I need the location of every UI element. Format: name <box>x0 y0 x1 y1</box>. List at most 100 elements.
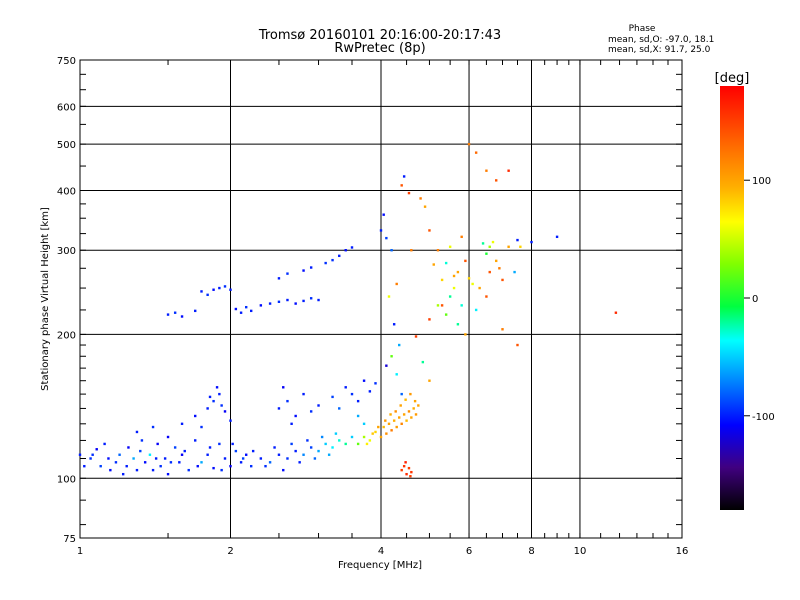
data-point <box>392 323 396 326</box>
data-point <box>231 442 234 446</box>
data-point <box>309 266 313 269</box>
x-tick-label: 10 <box>574 546 587 557</box>
y-axis-ticks: 75 100 200 300 400 500 600 750 <box>57 56 682 545</box>
data-point <box>215 386 219 389</box>
data-point <box>200 461 203 464</box>
data-point <box>402 464 406 468</box>
data-point <box>91 453 94 456</box>
data-point <box>229 419 232 422</box>
data-point <box>338 407 341 410</box>
data-point <box>313 457 317 460</box>
data-point <box>114 461 118 464</box>
data-point <box>362 379 366 382</box>
data-point <box>398 343 401 347</box>
colorbar-label: [deg] <box>715 71 750 86</box>
data-point <box>309 297 313 300</box>
colorbar-gradient <box>720 86 744 510</box>
data-point <box>404 461 407 464</box>
y-tick-label: 75 <box>63 534 76 545</box>
data-point <box>286 298 289 302</box>
data-point <box>302 269 305 272</box>
data-point <box>302 392 305 396</box>
data-point <box>208 446 212 449</box>
data-point <box>166 472 170 476</box>
data-point <box>392 419 396 422</box>
data-point <box>495 259 498 263</box>
data-point <box>440 278 444 282</box>
data-point <box>294 302 297 305</box>
colorbar-tick-label: 100 <box>752 176 771 187</box>
data-point <box>398 416 401 419</box>
data-point <box>414 413 418 416</box>
data-point <box>166 313 170 316</box>
scatter-points <box>78 142 618 478</box>
data-point <box>95 448 98 451</box>
data-point <box>382 425 385 429</box>
data-point <box>282 468 285 472</box>
data-point <box>362 422 366 426</box>
data-point <box>428 379 431 382</box>
data-point <box>200 425 203 429</box>
data-point <box>402 413 406 416</box>
data-point <box>485 169 488 172</box>
data-point <box>294 414 297 418</box>
data-point <box>302 299 305 303</box>
data-point <box>196 464 199 468</box>
data-point <box>395 282 398 286</box>
colorbar-tick-label: -100 <box>752 412 775 423</box>
data-point <box>344 442 347 446</box>
data-point <box>488 245 491 248</box>
data-point <box>374 430 377 434</box>
data-point <box>220 468 223 472</box>
data-point <box>268 461 272 464</box>
data-point <box>234 449 238 453</box>
data-point <box>169 461 173 464</box>
data-point <box>338 439 341 442</box>
data-point <box>245 453 248 456</box>
data-point <box>460 235 463 239</box>
data-point <box>140 439 144 442</box>
data-point <box>417 404 420 407</box>
data-point <box>125 464 128 468</box>
data-point <box>245 305 248 309</box>
data-point <box>368 439 372 442</box>
data-point <box>368 390 372 393</box>
data-point <box>331 258 334 262</box>
data-point <box>302 453 305 456</box>
data-point <box>334 432 338 435</box>
data-point <box>83 464 86 468</box>
data-point <box>212 466 215 470</box>
data-point <box>384 419 387 422</box>
data-point <box>440 304 444 307</box>
data-point <box>212 288 215 291</box>
plot-area: 1 2 4 6 8 10 16 75 100 200 300 400 500 600 750 <box>57 56 688 557</box>
data-point <box>290 442 293 446</box>
data-point <box>402 175 406 178</box>
data-point <box>183 449 186 453</box>
data-point <box>277 300 281 303</box>
data-point <box>208 395 212 399</box>
data-point <box>394 410 397 413</box>
x-tick-label: 6 <box>466 546 472 557</box>
data-point <box>180 315 184 318</box>
data-point <box>331 395 334 399</box>
data-point <box>309 410 313 413</box>
colorbar-ticks: 100 0 -100 <box>744 176 775 423</box>
data-point <box>268 302 272 305</box>
data-point <box>194 309 197 313</box>
data-point <box>495 179 498 182</box>
data-point <box>317 298 320 302</box>
data-point <box>156 442 159 446</box>
data-point <box>412 407 415 410</box>
data-point <box>180 422 184 426</box>
data-point <box>400 392 403 396</box>
data-point <box>223 457 227 460</box>
data-point <box>485 252 488 255</box>
data-point <box>331 446 334 449</box>
data-point <box>507 169 510 172</box>
data-point <box>400 468 403 472</box>
data-point <box>413 399 417 403</box>
data-point <box>166 435 170 439</box>
data-point <box>273 446 276 449</box>
data-point <box>501 278 504 282</box>
